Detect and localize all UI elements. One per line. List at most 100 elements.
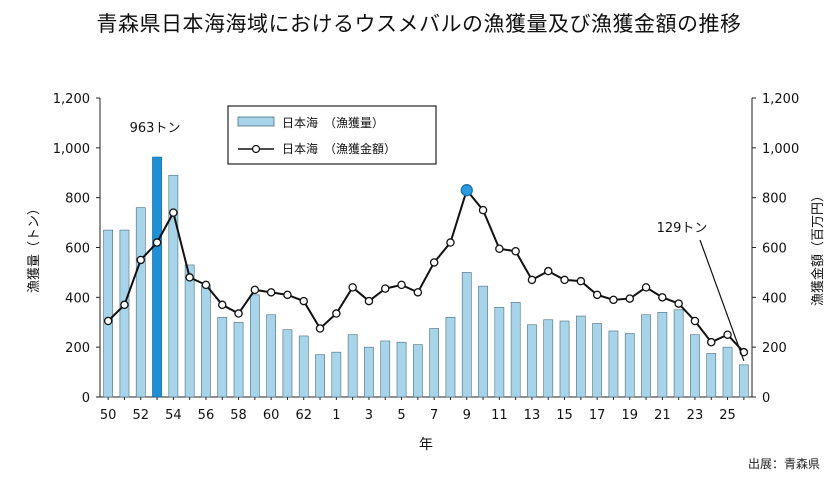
- bar: [249, 294, 260, 398]
- x-tick-label: 11: [491, 408, 508, 423]
- legend-swatch-bar: [237, 116, 275, 127]
- y-tick-label-right: 200: [762, 341, 787, 356]
- bar: [575, 315, 586, 398]
- line-point: [152, 238, 162, 247]
- line-point: [201, 280, 211, 290]
- line-point: [446, 238, 455, 247]
- line-point: [136, 255, 145, 265]
- bar: [690, 334, 700, 398]
- bar: [478, 285, 488, 398]
- y-tick-label-left: 0: [82, 391, 90, 406]
- line-point: [690, 316, 700, 326]
- x-tick-label: 5: [397, 408, 405, 423]
- bar: [233, 321, 244, 398]
- bar: [494, 306, 505, 398]
- line-point: [592, 290, 602, 300]
- y-tick-label-right: 1,000: [762, 142, 799, 157]
- line-point: [266, 288, 276, 297]
- y-axis-label-left: 漁獲量（トン）: [27, 202, 42, 293]
- y-tick-label-left: 1,000: [53, 142, 90, 157]
- bar: [412, 344, 423, 398]
- line-point: [576, 276, 586, 286]
- line-point: [185, 273, 194, 282]
- line-point: [723, 330, 732, 339]
- line-point: [495, 244, 504, 253]
- x-tick-label: 50: [100, 408, 117, 423]
- bar: [282, 329, 293, 398]
- x-tick-label: 54: [165, 408, 182, 423]
- line-point: [560, 275, 569, 285]
- bar: [592, 323, 603, 398]
- line-point: [527, 275, 537, 285]
- y-axis-label-right: 漁獲金額（百万円）: [810, 189, 826, 306]
- bar: [641, 314, 651, 398]
- x-tick-label: 1: [332, 408, 340, 423]
- line-point: [315, 324, 325, 333]
- bar: [624, 333, 635, 398]
- y-tick-label-right: 800: [762, 192, 787, 207]
- line-series: [103, 184, 749, 357]
- y-tick-label-right: 600: [762, 242, 787, 257]
- y-tick-label-right: 400: [762, 291, 787, 306]
- legend-label-line: 日本海 （漁獲金額）: [282, 141, 396, 156]
- line-point: [397, 280, 406, 290]
- line-point: [299, 296, 308, 306]
- bar: [184, 264, 195, 398]
- y-tick-label-left: 800: [65, 192, 90, 207]
- line-point: [429, 258, 439, 267]
- annotation-peak: 963トン: [130, 121, 181, 136]
- y-tick-label-left: 600: [65, 242, 90, 257]
- line-path: [107, 188, 745, 353]
- bar: [429, 328, 440, 398]
- line-point: [511, 246, 520, 256]
- x-tick-label: 56: [198, 408, 215, 423]
- bar: [673, 309, 684, 398]
- line-point: [169, 208, 178, 217]
- line-point: [348, 283, 357, 292]
- line-point: [250, 285, 260, 295]
- y-tick-label-left: 400: [65, 291, 90, 306]
- x-tick-label: 21: [654, 408, 671, 423]
- x-tick-label: 13: [524, 408, 541, 423]
- bar: [706, 353, 717, 398]
- x-tick-label: 25: [719, 408, 736, 423]
- bar: [152, 156, 162, 398]
- legend-label-bar: 日本海 （漁獲量）: [282, 115, 384, 130]
- bar: [722, 346, 733, 398]
- bar: [315, 354, 325, 398]
- bar: [119, 229, 130, 398]
- source-note: 出展：青森県: [747, 457, 820, 471]
- line-point: [413, 288, 423, 297]
- line-point: [544, 266, 553, 276]
- x-tick-label: 3: [365, 408, 373, 423]
- y-tick-label-right: 0: [762, 391, 770, 406]
- bar: [331, 351, 342, 398]
- line-point: [217, 300, 227, 310]
- line-point: [478, 205, 488, 215]
- line-point: [674, 299, 683, 308]
- line-point: [332, 309, 341, 318]
- x-tick-label: 62: [295, 408, 312, 423]
- line-point: [609, 295, 618, 305]
- line-point: [120, 300, 129, 310]
- bar: [364, 346, 374, 398]
- line-point: [103, 316, 113, 326]
- y-tick-label-left: 1,200: [53, 92, 90, 107]
- bar: [608, 330, 619, 398]
- legend: 日本海 （漁獲量） 日本海 （漁獲金額）: [227, 105, 437, 165]
- bar: [461, 272, 472, 398]
- annotations: 963トン 129トン: [130, 121, 745, 362]
- line-point: [364, 296, 374, 306]
- x-tick-label: 15: [556, 408, 573, 423]
- x-tick-label: 19: [621, 408, 638, 423]
- line-point: [658, 293, 667, 302]
- bar: [135, 207, 146, 398]
- x-tick-label: 9: [463, 408, 471, 423]
- x-tick-label: 52: [132, 408, 149, 423]
- line-point: [283, 290, 292, 300]
- x-tick-label: 7: [430, 408, 438, 423]
- bar: [103, 229, 114, 398]
- x-tick-label: 60: [263, 408, 280, 423]
- bar: [559, 320, 570, 398]
